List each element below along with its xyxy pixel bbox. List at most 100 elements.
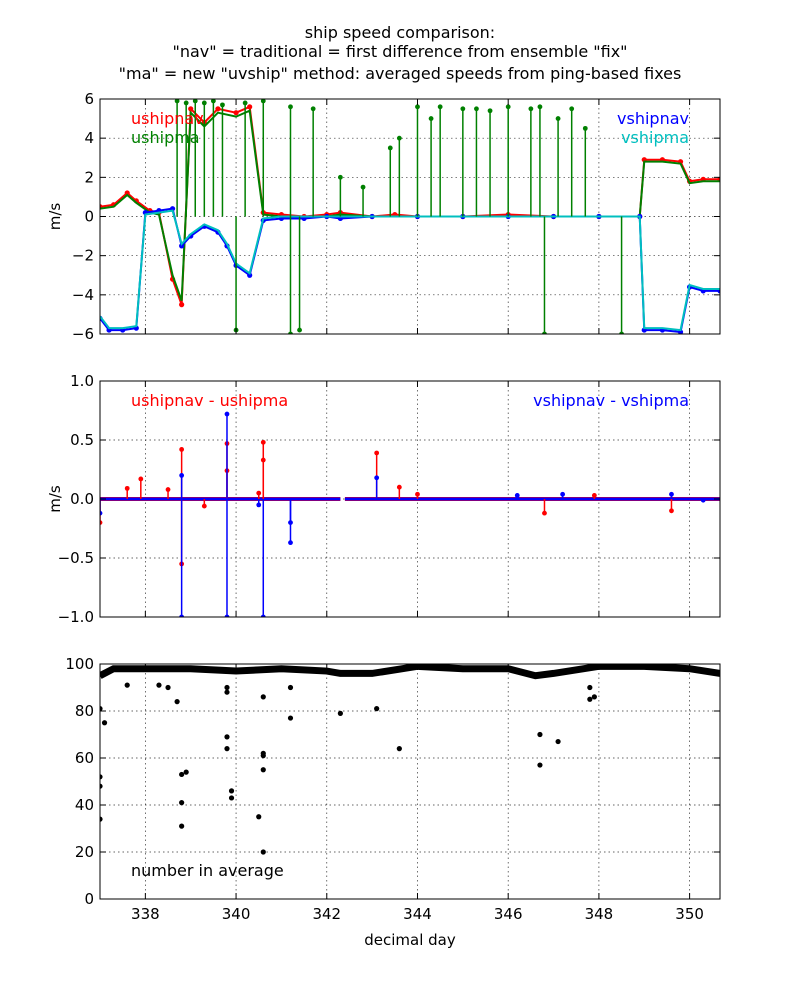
point-ushipnav (179, 302, 185, 308)
y-axis-label: m/s (46, 203, 64, 231)
y-tick-label: −6 (72, 325, 94, 343)
count-point (537, 762, 543, 768)
count-point (165, 684, 171, 691)
count-point (224, 746, 230, 752)
y-tick-label: 60 (75, 749, 94, 767)
y-tick-label: 20 (75, 843, 94, 861)
spike-point-ushipnav-ushipma (260, 457, 266, 463)
legend-vshipma: vshipma (621, 128, 689, 147)
y-axis-label: m/s (46, 485, 64, 513)
y-tick-label: 0.5 (70, 431, 94, 449)
count-point (260, 750, 266, 756)
spike-point-ushipma (242, 100, 248, 106)
count-point (287, 684, 294, 691)
spike-point-vshipnav-vshipma (260, 614, 266, 617)
legend-ushipnav: ushipnav (131, 109, 204, 128)
count-point (179, 800, 185, 806)
x-tick-label: 346 (494, 905, 523, 923)
spike-point-ushipnav-ushipma (374, 450, 380, 456)
spike-point-ushipma (528, 106, 534, 112)
spike-point-ushipnav-ushipma (138, 476, 144, 482)
y-tick-label: −2 (72, 247, 94, 265)
x-tick-label: 338 (131, 905, 160, 923)
spike-point-ushipma (487, 108, 493, 114)
plot-area (100, 99, 720, 334)
count-point (287, 715, 294, 721)
spike-point-ushipma (260, 99, 266, 104)
point-vshipnav (247, 272, 253, 278)
count-point (100, 783, 103, 789)
spike-point-ushipnav-ushipma (124, 485, 130, 491)
spike-point-ushipnav-ushipma (396, 484, 402, 490)
point-ushipnav (188, 106, 194, 112)
count-point (156, 682, 162, 688)
series-line-vshipma (100, 209, 720, 332)
count-point (228, 788, 235, 794)
spike-point-vshipnav-vshipma (288, 540, 293, 546)
count-point (260, 849, 266, 855)
spike-point-ushipma (505, 104, 511, 110)
spike-point-ushipnav-ushipma (260, 439, 266, 445)
y-tick-label: 0.0 (70, 490, 94, 508)
count-point (260, 767, 266, 773)
count-panel: 0 20 40 60 80 100 338 340 342 344 346 348 350 decimal… (65, 655, 721, 949)
legend-vshipnav-vshipma: vshipnav - vshipma (533, 391, 689, 410)
x-tick-label: 342 (312, 905, 341, 923)
spike-point-ushipma (569, 106, 575, 112)
title-line-3: "ma" = new "uvship" method: averaged spe… (119, 64, 682, 83)
spike-point-ushipma (310, 106, 316, 112)
spike-point-vshipnav-vshipma (700, 497, 706, 503)
count-point (260, 694, 266, 700)
count-point (537, 731, 543, 738)
x-axis-label: decimal day (364, 931, 456, 949)
spike-point-ushipma (555, 116, 561, 121)
difference-panel: −1.0 −0.5 0.0 0.5 1.0 m/s ushipnav - ushipma vs… (46, 372, 721, 626)
spike-point-ushipma (183, 100, 189, 106)
spike-point-ushipma (210, 99, 216, 104)
count-band (100, 664, 720, 680)
point-ushipnav (215, 106, 221, 112)
count-point (224, 684, 230, 691)
spike-point-ushipma (460, 106, 466, 112)
count-point (396, 746, 402, 752)
legend-ushipnav-ushipma: ushipnav - ushipma (131, 391, 288, 410)
point-vshipnav (179, 243, 185, 249)
spike-point-vshipnav-vshipma (224, 411, 230, 417)
count-point (100, 816, 103, 822)
count-point (101, 720, 108, 726)
spike-point-ushipnav-ushipma (542, 510, 547, 516)
spike-point-ushipnav-ushipma (201, 503, 207, 509)
axes-frame (99, 663, 721, 900)
point-ushipnav (247, 104, 253, 110)
count-point (228, 795, 235, 801)
legend-ushipma: ushipma (131, 128, 200, 147)
count-point (100, 774, 103, 780)
x-tick-label: 348 (585, 905, 614, 923)
spike-point-vshipnav-vshipma (560, 491, 566, 497)
spike-point-vshipnav-vshipma (179, 614, 185, 617)
spike-point-ushipma (542, 331, 547, 334)
y-tick-label: −4 (72, 286, 94, 304)
count-point (587, 696, 593, 702)
spike-point-ushipma (192, 99, 198, 104)
plot-area (100, 664, 720, 855)
title-line-2: "nav" = traditional = first difference f… (172, 42, 627, 61)
spike-point-ushipma (428, 116, 434, 121)
spike-point-ushipma (415, 104, 420, 110)
y-tick-label: 80 (75, 702, 94, 720)
title-line-1: ship speed comparison: (305, 23, 495, 42)
y-tick-label: −0.5 (58, 549, 94, 567)
y-tick-label: 0 (84, 208, 94, 226)
spike-point-vshipnav-vshipma (374, 475, 380, 481)
spike-point-ushipnav-ushipma (179, 447, 185, 452)
spike-point-ushipma (474, 106, 479, 112)
count-point (224, 689, 230, 695)
spike-point-ushipma (619, 331, 624, 334)
legend-vshipnav: vshipnav (617, 109, 689, 128)
spike-point-ushipma (437, 104, 443, 110)
count-point (224, 734, 230, 740)
spike-point-vshipnav-vshipma (256, 502, 262, 508)
y-tick-label: 40 (75, 796, 94, 814)
spike-point-ushipma (396, 135, 402, 141)
spike-point-ushipnav-ushipma (256, 490, 262, 496)
